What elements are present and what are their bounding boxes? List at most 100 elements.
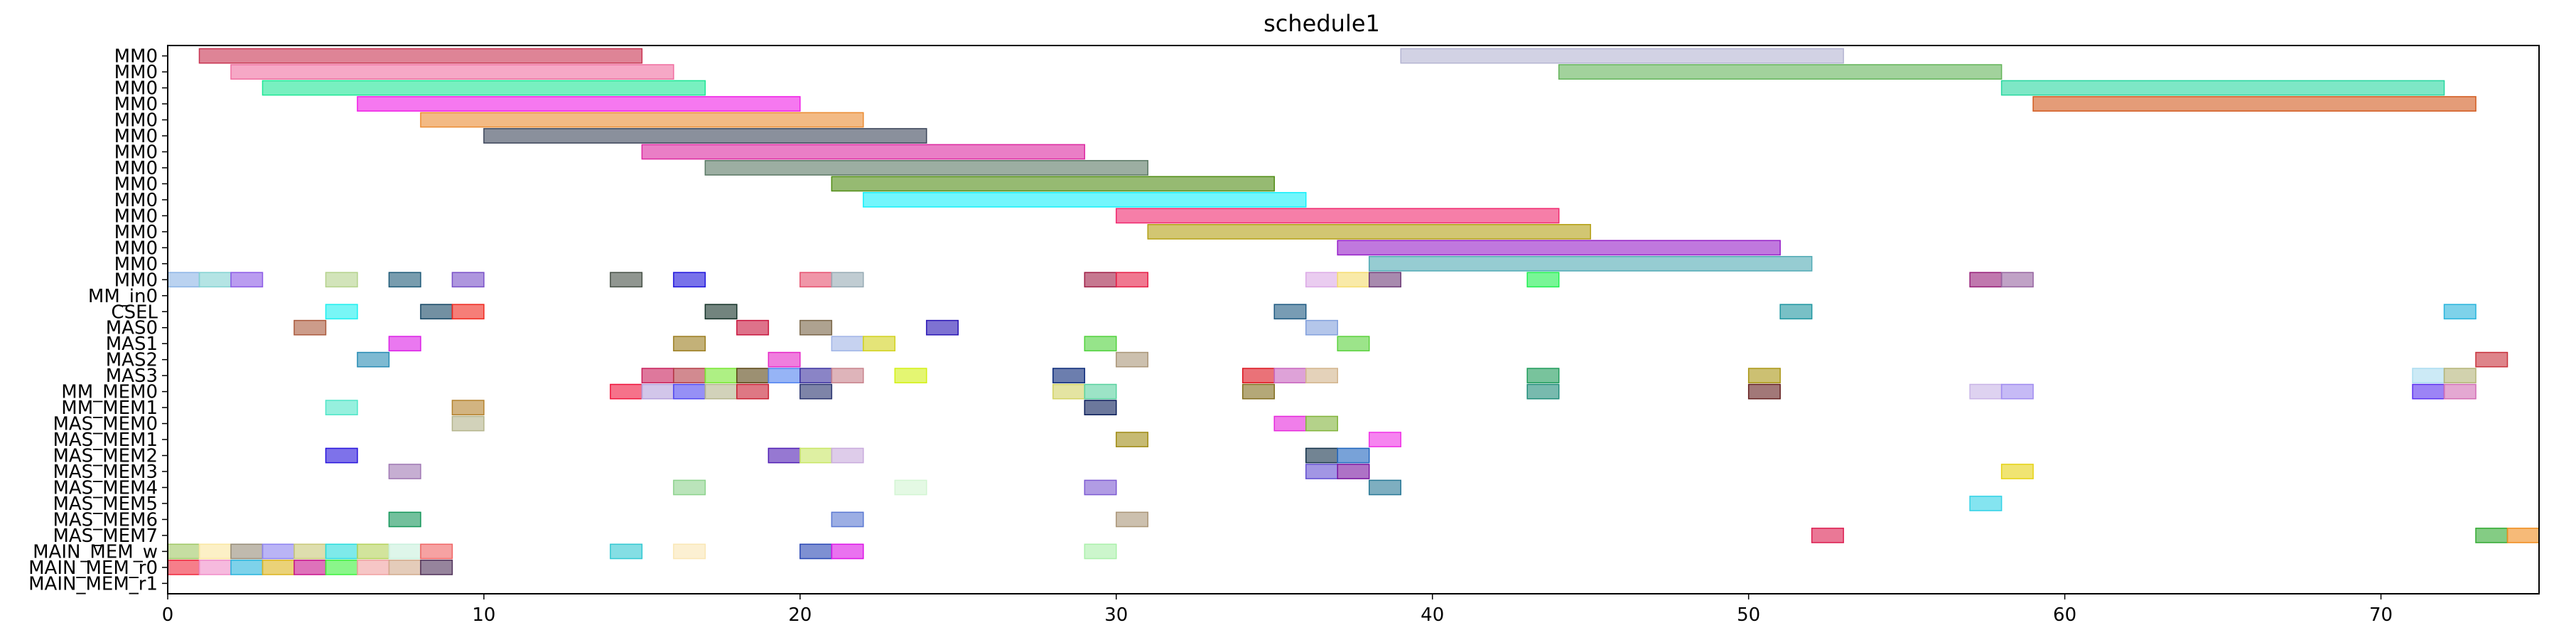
task-bar-33 — [1526, 272, 1560, 288]
task-bar-41 — [1779, 304, 1813, 320]
bars-layer — [167, 48, 2540, 575]
row-label: MAIN_MEM_r0 — [28, 558, 158, 579]
task-bar-110 — [1368, 479, 1401, 496]
task-bar-9 — [483, 128, 927, 144]
task-bar-65 — [894, 368, 927, 384]
task-bar-84 — [1747, 383, 1781, 400]
task-bar-48 — [388, 336, 421, 352]
task-bar-113 — [831, 511, 864, 528]
x-axis: 0 10 20 30 40 50 60 70 — [162, 594, 2393, 626]
row-label: MAIN_MEM_r1 — [28, 573, 158, 594]
task-bar-106 — [2000, 464, 2034, 479]
task-bar-68 — [1273, 368, 1307, 384]
task-bar-97 — [325, 447, 358, 464]
task-bar-57 — [2475, 351, 2508, 368]
task-bar-53 — [1337, 336, 1370, 352]
task-bar-6 — [357, 96, 801, 112]
task-bar-96 — [1368, 432, 1401, 447]
task-bar-77 — [704, 383, 738, 400]
x-tick-label: 30 — [1104, 604, 1128, 626]
task-bar-82 — [1242, 383, 1276, 400]
task-bar-121 — [262, 543, 295, 560]
task-bar-21 — [325, 272, 358, 288]
task-bar-93 — [1273, 415, 1307, 432]
task-bar-98 — [767, 447, 801, 464]
task-bar-39 — [704, 304, 738, 320]
plot-frame — [167, 45, 2540, 594]
task-bar-70 — [1526, 368, 1560, 384]
task-bar-87 — [2412, 383, 2445, 400]
task-bar-18 — [167, 272, 200, 288]
task-bar-56 — [1116, 351, 1149, 368]
task-bar-130 — [831, 543, 864, 560]
task-bar-132 — [167, 560, 200, 575]
task-bar-45 — [799, 319, 833, 336]
task-bar-31 — [1337, 272, 1370, 288]
row-label: MM0 — [114, 174, 158, 195]
x-tick-label: 50 — [1737, 604, 1760, 626]
task-bar-37 — [420, 304, 453, 320]
task-bar-23 — [451, 272, 485, 288]
task-bar-127 — [610, 543, 643, 560]
task-bar-69 — [1305, 368, 1339, 384]
task-bar-16 — [1337, 240, 1781, 256]
task-bar-67 — [1242, 368, 1276, 384]
row-label: MAS_MEM5 — [53, 494, 158, 515]
task-bar-123 — [325, 543, 358, 560]
task-bar-2 — [230, 64, 674, 80]
chart-title: schedule1 — [1263, 10, 1380, 37]
task-bar-90 — [451, 400, 485, 415]
task-bar-60 — [704, 368, 738, 384]
task-bar-117 — [2506, 528, 2540, 543]
x-tick-label: 60 — [2053, 604, 2076, 626]
task-bar-61 — [736, 368, 770, 384]
task-bar-112 — [388, 511, 421, 528]
task-bar-102 — [1337, 447, 1370, 464]
task-bar-11 — [704, 160, 1149, 176]
task-bar-89 — [325, 400, 358, 415]
task-bar-44 — [736, 319, 770, 336]
task-bar-122 — [293, 543, 327, 560]
row-label: MM0 — [114, 206, 158, 227]
task-bar-24 — [610, 272, 643, 288]
row-label: MAS3 — [106, 366, 158, 387]
task-bar-109 — [1084, 479, 1117, 496]
task-bar-111 — [1969, 496, 2003, 511]
task-bar-38 — [451, 304, 485, 320]
row-label: MM0 — [114, 158, 158, 179]
task-bar-95 — [1116, 432, 1149, 447]
task-bar-58 — [641, 368, 674, 384]
task-bar-120 — [230, 543, 264, 560]
row-label: MAS0 — [106, 318, 158, 339]
task-bar-50 — [831, 336, 864, 352]
task-bar-47 — [1305, 319, 1339, 336]
task-bar-119 — [198, 543, 232, 560]
row-label: MM0 — [114, 110, 158, 132]
row-label: MAS_MEM0 — [53, 414, 158, 435]
task-bar-42 — [2443, 304, 2477, 320]
task-bar-20 — [230, 272, 264, 288]
row-label: MM0 — [114, 126, 158, 147]
task-bar-3 — [1558, 64, 2003, 80]
task-bar-35 — [2000, 272, 2034, 288]
row-label: MM0 — [114, 270, 158, 291]
task-bar-100 — [831, 447, 864, 464]
task-bar-140 — [420, 560, 453, 575]
task-bar-7 — [2032, 96, 2477, 112]
task-bar-12 — [831, 176, 1276, 192]
task-bar-10 — [641, 144, 1086, 160]
task-bar-40 — [1273, 304, 1307, 320]
row-label: MM0 — [114, 62, 158, 83]
task-bar-116 — [2475, 528, 2508, 543]
task-bar-15 — [1147, 224, 1591, 240]
task-bar-4 — [262, 80, 706, 96]
task-bar-75 — [641, 383, 674, 400]
task-bar-25 — [673, 272, 706, 288]
task-bar-28 — [1084, 272, 1117, 288]
row-labels: MM0MM0MM0MM0MM0MM0MM0MM0MM0MM0MM0MM0MM0M… — [28, 46, 168, 594]
row-label: MM0 — [114, 142, 158, 163]
task-bar-62 — [767, 368, 801, 384]
row-label: MAS_MEM2 — [53, 446, 158, 467]
row-label: MM0 — [114, 94, 158, 115]
